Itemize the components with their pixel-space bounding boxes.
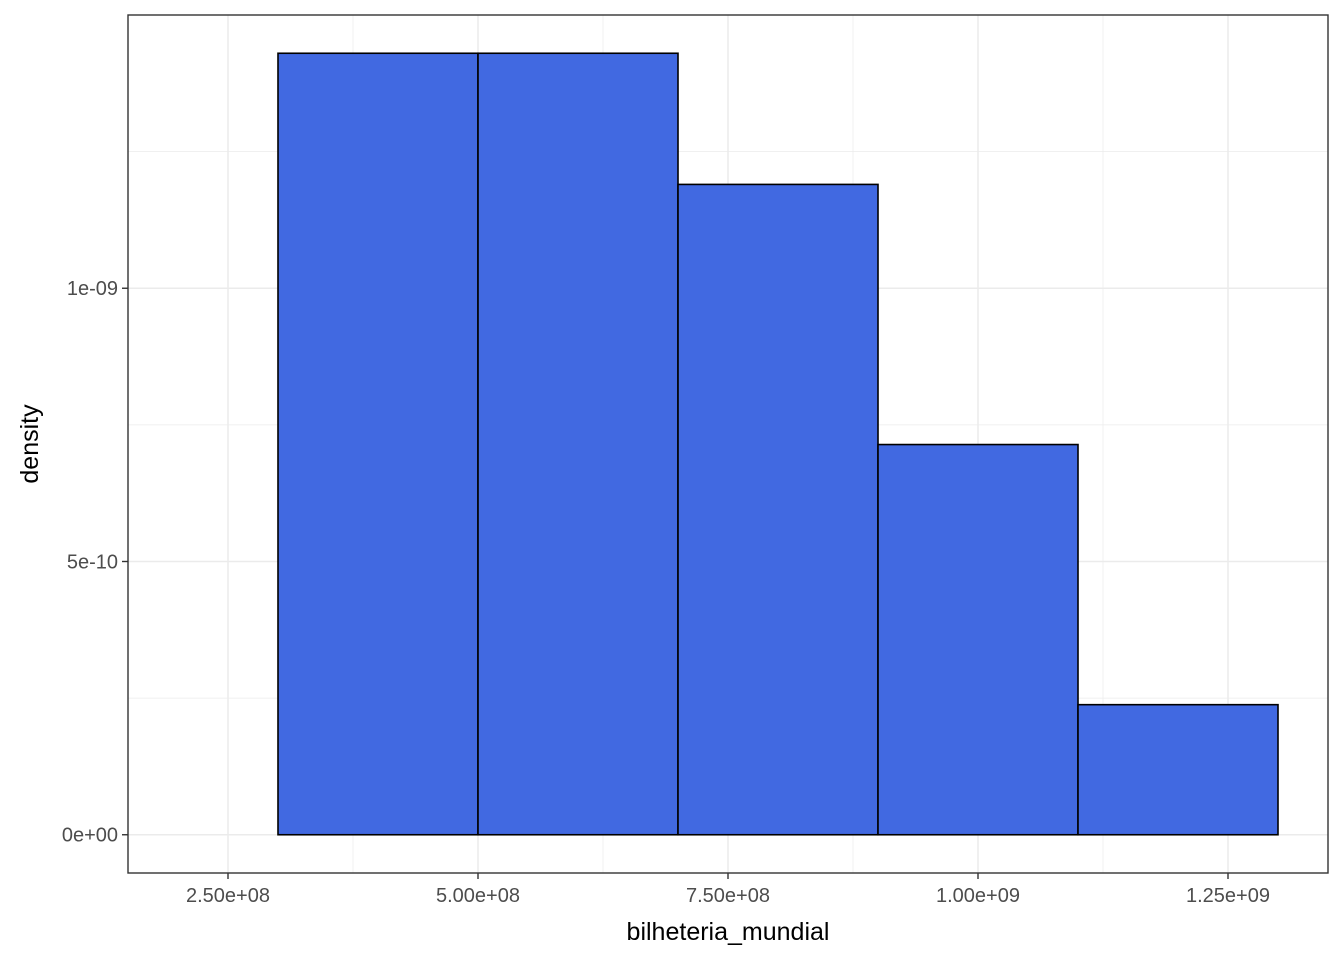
histogram-bar-4 [877, 443, 1079, 836]
bars-layer [277, 52, 1279, 836]
y-axis-title: density [16, 404, 44, 484]
x-axis-title: bilheteria_mundial [627, 918, 830, 946]
histogram-bar-1 [277, 52, 479, 836]
x-tick-label: 1.00e+09 [936, 885, 1020, 907]
x-tick-label: 1.25e+09 [1186, 885, 1270, 907]
y-tick-label: 5e-10 [67, 551, 118, 573]
histogram-bar-3 [677, 183, 879, 836]
x-tick-label: 7.50e+08 [686, 885, 770, 907]
histogram-bar-5 [1077, 703, 1279, 836]
x-tick-label: 5.00e+08 [436, 885, 520, 907]
ticks-layer: 2.50e+08 5.00e+08 7.50e+08 1.00e+09 1.25e+09… [62, 278, 1270, 907]
y-tick-label: 1e-09 [67, 278, 118, 300]
y-tick-label: 0e+00 [62, 825, 118, 847]
histogram-bar-2 [477, 52, 679, 836]
x-tick-label: 2.50e+08 [186, 885, 270, 907]
